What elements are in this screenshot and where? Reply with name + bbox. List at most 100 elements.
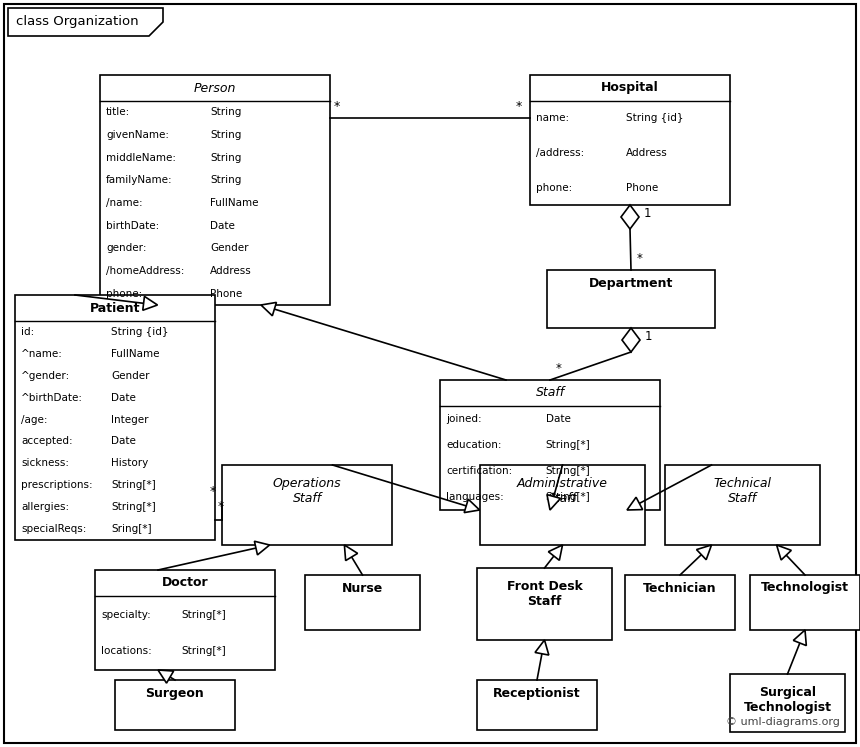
Text: joined:: joined: bbox=[446, 414, 482, 424]
Text: /address:: /address: bbox=[536, 148, 584, 158]
Text: Date: Date bbox=[211, 220, 236, 231]
Text: History: History bbox=[111, 459, 148, 468]
Bar bbox=[95, 570, 275, 670]
Text: Front Desk
Staff: Front Desk Staff bbox=[507, 580, 582, 608]
Text: FullName: FullName bbox=[211, 198, 259, 208]
Bar bbox=[305, 575, 420, 630]
Text: Gender: Gender bbox=[111, 371, 150, 381]
Bar bbox=[100, 75, 330, 305]
Polygon shape bbox=[464, 499, 480, 512]
Text: specialty:: specialty: bbox=[101, 610, 150, 619]
Text: Gender: Gender bbox=[211, 244, 249, 253]
Text: /homeAddress:: /homeAddress: bbox=[106, 266, 184, 276]
Text: Patient: Patient bbox=[89, 302, 140, 314]
Text: String {id}: String {id} bbox=[626, 114, 684, 123]
Polygon shape bbox=[621, 205, 639, 229]
Text: name:: name: bbox=[536, 114, 569, 123]
Bar bbox=[222, 465, 392, 545]
Text: *: * bbox=[334, 100, 341, 113]
Text: Administrative
Staff: Administrative Staff bbox=[517, 477, 608, 505]
Text: *: * bbox=[210, 485, 216, 498]
Text: String: String bbox=[211, 130, 242, 140]
Text: *: * bbox=[556, 362, 562, 375]
Text: *: * bbox=[516, 100, 522, 113]
Polygon shape bbox=[627, 498, 642, 510]
Text: title:: title: bbox=[106, 108, 130, 117]
Bar bbox=[547, 270, 715, 328]
Text: phone:: phone: bbox=[536, 183, 572, 193]
Text: Date: Date bbox=[111, 436, 136, 447]
Text: Phone: Phone bbox=[626, 183, 658, 193]
Text: String: String bbox=[211, 108, 242, 117]
Polygon shape bbox=[535, 640, 549, 655]
Text: prescriptions:: prescriptions: bbox=[21, 480, 93, 490]
Bar bbox=[440, 380, 660, 510]
Text: Surgeon: Surgeon bbox=[145, 686, 205, 699]
Text: Sring[*]: Sring[*] bbox=[111, 524, 151, 534]
Text: /name:: /name: bbox=[106, 198, 143, 208]
Text: certification:: certification: bbox=[446, 466, 513, 476]
Text: String: String bbox=[211, 176, 242, 185]
Text: id:: id: bbox=[21, 327, 34, 337]
Text: String[*]: String[*] bbox=[181, 610, 226, 619]
Text: ^birthDate:: ^birthDate: bbox=[21, 393, 83, 403]
Text: givenName:: givenName: bbox=[106, 130, 169, 140]
Text: birthDate:: birthDate: bbox=[106, 220, 159, 231]
Text: /age:: /age: bbox=[21, 415, 47, 424]
Bar bbox=[480, 465, 645, 545]
Text: 1: 1 bbox=[645, 330, 653, 343]
Text: FullName: FullName bbox=[111, 349, 159, 359]
Text: Staff: Staff bbox=[536, 386, 564, 400]
Polygon shape bbox=[255, 542, 269, 555]
Text: middleName:: middleName: bbox=[106, 152, 176, 163]
Text: familyName:: familyName: bbox=[106, 176, 173, 185]
Text: Phone: Phone bbox=[211, 288, 243, 299]
Text: String[*]: String[*] bbox=[111, 480, 156, 490]
Bar bbox=[665, 465, 820, 545]
Bar bbox=[750, 575, 860, 630]
Bar bbox=[730, 674, 845, 732]
Text: specialReqs:: specialReqs: bbox=[21, 524, 86, 534]
Text: Technician: Technician bbox=[643, 581, 717, 595]
Text: Date: Date bbox=[545, 414, 570, 424]
Bar bbox=[15, 295, 215, 540]
Text: education:: education: bbox=[446, 440, 501, 450]
Polygon shape bbox=[261, 303, 276, 316]
Polygon shape bbox=[344, 545, 358, 560]
Text: Integer: Integer bbox=[111, 415, 149, 424]
Text: *: * bbox=[637, 252, 643, 265]
Text: String {id}: String {id} bbox=[111, 327, 169, 337]
Text: Operations
Staff: Operations Staff bbox=[273, 477, 341, 505]
Polygon shape bbox=[793, 630, 807, 645]
Text: phone:: phone: bbox=[106, 288, 142, 299]
Text: Technologist: Technologist bbox=[761, 581, 849, 595]
Polygon shape bbox=[143, 297, 157, 310]
Text: sickness:: sickness: bbox=[21, 459, 69, 468]
Text: ^gender:: ^gender: bbox=[21, 371, 71, 381]
Bar bbox=[625, 575, 735, 630]
Text: languages:: languages: bbox=[446, 492, 504, 502]
Text: accepted:: accepted: bbox=[21, 436, 72, 447]
Text: locations:: locations: bbox=[101, 646, 151, 657]
Bar bbox=[477, 568, 612, 640]
Text: String[*]: String[*] bbox=[545, 466, 590, 476]
Polygon shape bbox=[622, 328, 640, 352]
Text: String[*]: String[*] bbox=[545, 492, 590, 502]
Text: Person: Person bbox=[194, 81, 236, 95]
Text: Receptionist: Receptionist bbox=[493, 686, 580, 699]
Text: allergies:: allergies: bbox=[21, 502, 69, 512]
Bar bbox=[530, 75, 730, 205]
Text: gender:: gender: bbox=[106, 244, 146, 253]
Text: *: * bbox=[218, 500, 224, 513]
Polygon shape bbox=[549, 545, 562, 560]
Text: Date: Date bbox=[111, 393, 136, 403]
Text: Technical
Staff: Technical Staff bbox=[714, 477, 771, 505]
Text: 1: 1 bbox=[644, 207, 652, 220]
Polygon shape bbox=[8, 8, 163, 36]
Bar bbox=[477, 680, 597, 730]
Polygon shape bbox=[158, 670, 174, 684]
Text: ^name:: ^name: bbox=[21, 349, 63, 359]
Text: Surgical
Technologist: Surgical Technologist bbox=[744, 686, 832, 714]
Text: String[*]: String[*] bbox=[111, 502, 156, 512]
Text: Doctor: Doctor bbox=[162, 577, 208, 589]
